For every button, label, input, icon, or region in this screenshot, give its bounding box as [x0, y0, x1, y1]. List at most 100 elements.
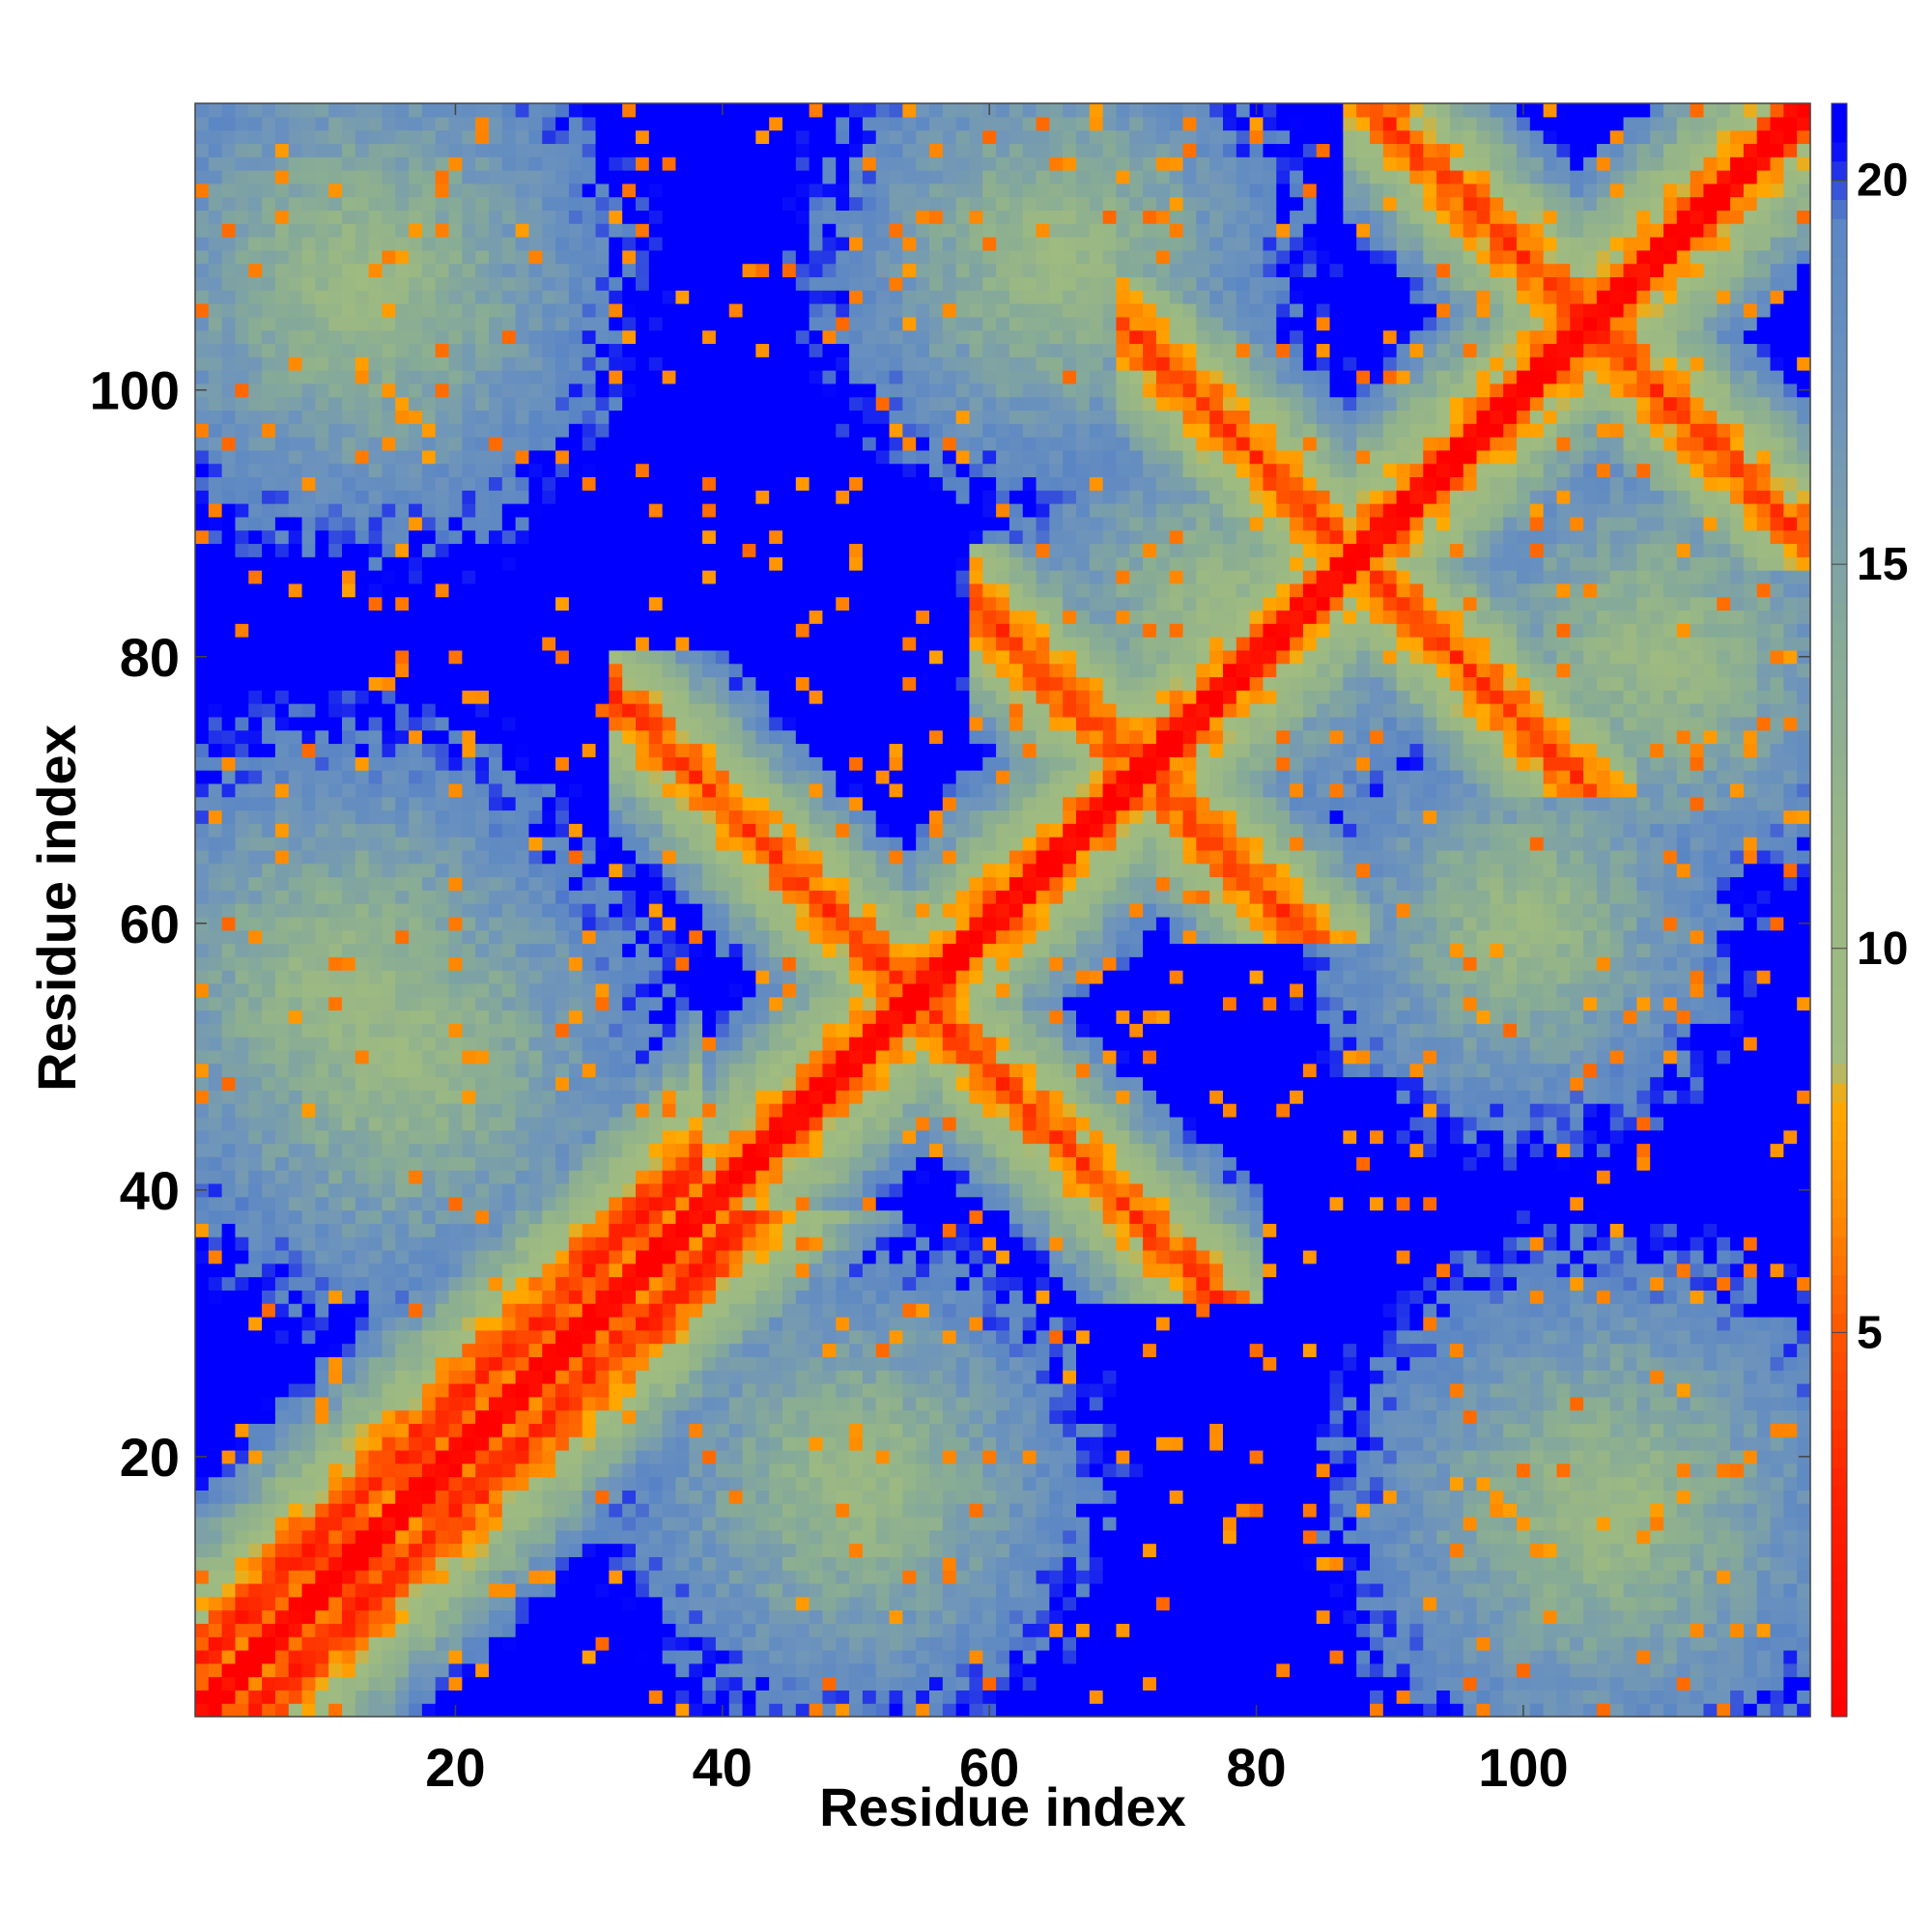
- heatmap-cell: [315, 129, 329, 144]
- heatmap-cell: [689, 663, 703, 678]
- heatmap-cell: [528, 1129, 543, 1145]
- heatmap-cell: [301, 490, 316, 504]
- heatmap-cell: [475, 716, 490, 731]
- heatmap-cell: [409, 876, 423, 891]
- heatmap-cell: [568, 1223, 583, 1237]
- heatmap-cell: [382, 1690, 396, 1704]
- heatmap-cell: [248, 796, 263, 811]
- heatmap-cell: [662, 770, 677, 784]
- heatmap-cell: [328, 1356, 343, 1371]
- heatmap-cell: [636, 1423, 650, 1437]
- heatmap-cell: [501, 929, 517, 945]
- heatmap-cell: [248, 1209, 263, 1224]
- heatmap-cell: [248, 383, 263, 398]
- heatmap-cell: [515, 1556, 530, 1571]
- heatmap-cell: [636, 156, 650, 171]
- heatmap-cell: [288, 810, 303, 824]
- heatmap-cell: [208, 490, 223, 504]
- heatmap-cell: [595, 449, 610, 465]
- heatmap-cell: [542, 663, 556, 678]
- heatmap-cell: [675, 1503, 690, 1518]
- heatmap-cell: [501, 1276, 517, 1291]
- heatmap-cell: [274, 1263, 290, 1278]
- heatmap-cell: [382, 1116, 396, 1131]
- heatmap-cell: [208, 156, 223, 171]
- heatmap-cell: [235, 1570, 249, 1584]
- heatmap-cell: [636, 1556, 650, 1571]
- heatmap-cell: [435, 1063, 450, 1078]
- heatmap-cell: [648, 676, 664, 691]
- heatmap-cell: [315, 1249, 329, 1264]
- heatmap-cell: [728, 1649, 744, 1664]
- heatmap-cell: [355, 1143, 370, 1157]
- heatmap-cell: [235, 529, 249, 545]
- heatmap-cell: [715, 729, 730, 745]
- heatmap-cell: [648, 1209, 664, 1224]
- heatmap-cell: [368, 903, 384, 918]
- heatmap-cell: [235, 1649, 249, 1664]
- heatmap-cell: [355, 223, 370, 238]
- heatmap-cell: [542, 223, 556, 238]
- heatmap-cell: [595, 876, 610, 891]
- heatmap-cell: [542, 437, 556, 451]
- heatmap-cell: [409, 649, 423, 665]
- heatmap-cell: [568, 490, 583, 504]
- heatmap-cell: [528, 1370, 543, 1384]
- heatmap-cell: [274, 996, 290, 1011]
- heatmap-cell: [595, 156, 610, 171]
- heatmap-cell: [636, 316, 650, 331]
- heatmap-cell: [489, 1676, 503, 1690]
- heatmap-cell: [195, 170, 210, 185]
- heatmap-cell: [421, 1037, 437, 1051]
- heatmap-cell: [542, 1370, 556, 1384]
- heatmap-cell: [555, 782, 570, 798]
- heatmap-cell: [435, 1436, 450, 1451]
- heatmap-cell: [435, 996, 450, 1011]
- heatmap-cell: [528, 610, 543, 624]
- heatmap-cell: [555, 676, 570, 691]
- heatmap-cell: [328, 849, 343, 865]
- heatmap-cell: [515, 1529, 530, 1545]
- heatmap-cell: [515, 1090, 530, 1104]
- heatmap-cell: [689, 1263, 703, 1278]
- heatmap-cell: [622, 916, 637, 931]
- heatmap-cell: [409, 1370, 423, 1384]
- heatmap-cell: [288, 210, 303, 224]
- heatmap-cell: [728, 1037, 744, 1051]
- heatmap-cell: [702, 516, 717, 531]
- heatmap-cell: [395, 437, 410, 451]
- heatmap-cell: [728, 370, 744, 384]
- heatmap-cell: [622, 303, 637, 318]
- heatmap-cell: [208, 996, 223, 1011]
- heatmap-cell: [301, 1463, 316, 1478]
- heatmap-cell: [555, 1370, 570, 1384]
- heatmap-cell: [582, 1382, 597, 1398]
- heatmap-cell: [728, 410, 744, 424]
- heatmap-cell: [675, 770, 690, 784]
- heatmap-cell: [622, 1556, 637, 1571]
- heatmap-cell: [368, 343, 384, 357]
- heatmap-cell: [515, 810, 530, 824]
- heatmap-cell: [528, 449, 543, 465]
- heatmap-cell: [728, 1476, 744, 1491]
- heatmap-cell: [702, 1143, 717, 1157]
- heatmap-cell: [435, 1303, 450, 1318]
- heatmap-cell: [489, 610, 503, 624]
- heatmap-cell: [568, 849, 583, 865]
- heatmap-cell: [355, 1049, 370, 1065]
- heatmap-cell: [274, 143, 290, 157]
- heatmap-cell: [328, 1529, 343, 1545]
- heatmap-cell: [636, 129, 650, 144]
- heatmap-cell: [368, 1396, 384, 1411]
- heatmap-cell: [448, 1249, 463, 1264]
- heatmap-cell: [315, 410, 329, 424]
- heatmap-cell: [555, 796, 570, 811]
- heatmap-cell: [328, 796, 343, 811]
- heatmap-cell: [342, 237, 356, 251]
- heatmap-cell: [475, 103, 490, 118]
- heatmap-cell: [288, 1236, 303, 1251]
- heatmap-cell: [315, 1129, 329, 1145]
- heatmap-cell: [274, 637, 290, 651]
- heatmap-cell: [702, 1382, 717, 1398]
- heatmap-cell: [515, 1196, 530, 1211]
